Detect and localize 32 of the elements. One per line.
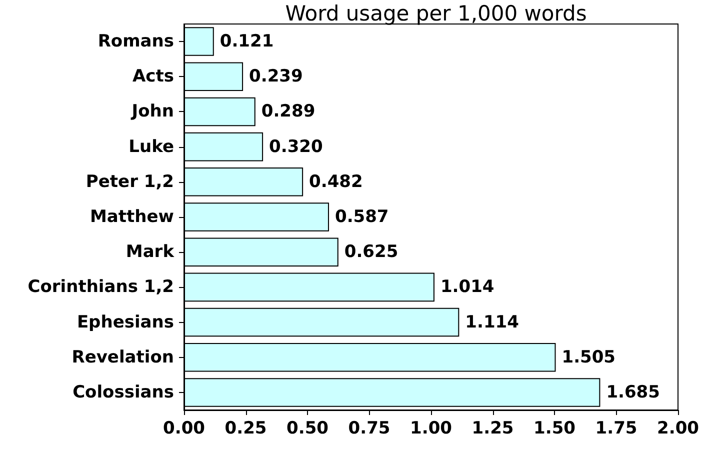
- x-tick-label: 0.50: [286, 418, 329, 438]
- data-label: 0.289: [261, 102, 316, 122]
- y-tick-label: John: [130, 102, 174, 122]
- x-tick-label: 1.25: [472, 418, 514, 438]
- chart-title: Word usage per 1,000 words: [285, 2, 587, 26]
- x-tick-label: 1.00: [410, 418, 452, 438]
- data-label: 0.320: [269, 136, 323, 157]
- x-tick-label: 0.25: [224, 418, 267, 438]
- x-tick-label: 1.75: [595, 418, 638, 438]
- data-label: 0.482: [309, 172, 363, 192]
- data-label: 1.114: [465, 312, 520, 332]
- y-tick-label: Luke: [128, 136, 174, 157]
- y-tick-label: Ephesians: [76, 312, 174, 332]
- x-tick-label: 1.50: [534, 418, 576, 438]
- y-tick-label: Colossians: [72, 382, 174, 402]
- data-label: 1.505: [562, 347, 616, 368]
- y-tick-label: Revelation: [72, 347, 174, 368]
- x-tick-label: 2.00: [657, 418, 700, 438]
- y-tick-label: Corinthians 1,2: [28, 277, 174, 298]
- data-label: 1.014: [440, 277, 494, 298]
- data-label: 1.685: [606, 382, 660, 402]
- data-label: 0.239: [249, 66, 303, 87]
- y-tick-label: Peter 1,2: [86, 172, 174, 192]
- y-tick-label: Acts: [132, 66, 174, 87]
- x-tick-label: 0.75: [348, 418, 390, 438]
- data-label: 0.121: [220, 32, 274, 52]
- data-label: 0.587: [334, 207, 389, 227]
- y-tick-label: Matthew: [90, 207, 174, 227]
- data-label: 0.625: [344, 242, 398, 262]
- y-tick-label: Mark: [126, 242, 175, 262]
- x-tick-label: 0.00: [163, 418, 206, 438]
- y-tick-label: Romans: [98, 32, 174, 52]
